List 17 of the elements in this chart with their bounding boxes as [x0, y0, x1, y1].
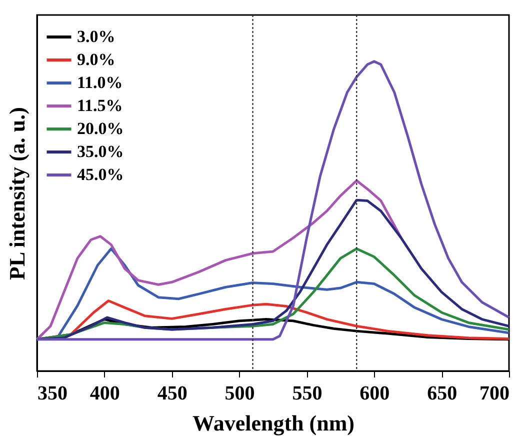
- legend-label: 11.0%: [77, 73, 123, 92]
- x-tick-label: 400: [90, 382, 120, 404]
- x-tick-label: 350: [38, 382, 68, 404]
- legend-label: 45.0%: [77, 165, 124, 184]
- x-axis-title: Wavelength (nm): [192, 410, 354, 436]
- legend-label: 9.0%: [77, 50, 116, 69]
- x-tick-label: 550: [292, 382, 322, 404]
- legend-label: 11.5%: [77, 96, 123, 115]
- y-axis-title: PL intensity (a. u.): [4, 107, 30, 280]
- x-tick-label: 650: [427, 382, 458, 404]
- legend-label: 3.0%: [77, 27, 116, 46]
- x-tick-label: 450: [157, 382, 188, 404]
- x-tick-label: 700: [480, 382, 510, 404]
- legend-label: 35.0%: [77, 142, 124, 161]
- x-tick-label: 600: [360, 382, 390, 404]
- x-tick-label: 500: [224, 382, 255, 404]
- legend-label: 20.0%: [77, 119, 124, 138]
